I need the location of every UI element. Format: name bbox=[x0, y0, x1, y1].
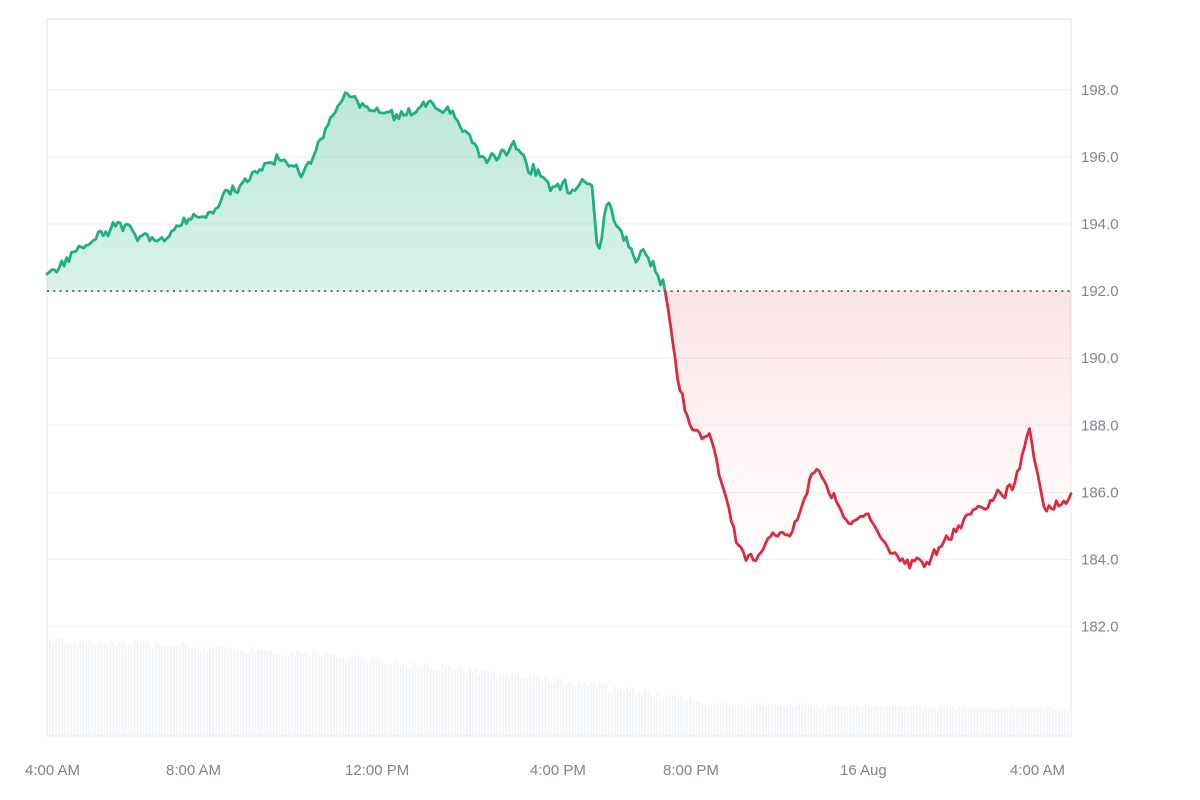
svg-text:12:00 PM: 12:00 PM bbox=[345, 762, 409, 779]
svg-text:188.0: 188.0 bbox=[1081, 417, 1119, 434]
svg-text:4:00 AM: 4:00 AM bbox=[1010, 762, 1065, 779]
svg-text:182.0: 182.0 bbox=[1081, 619, 1119, 636]
svg-text:4:00 AM: 4:00 AM bbox=[25, 762, 80, 779]
svg-text:16 Aug: 16 Aug bbox=[840, 762, 887, 779]
svg-text:186.0: 186.0 bbox=[1081, 484, 1119, 501]
svg-text:192.0: 192.0 bbox=[1081, 283, 1119, 300]
svg-text:190.0: 190.0 bbox=[1081, 350, 1119, 367]
svg-text:184.0: 184.0 bbox=[1081, 552, 1119, 569]
svg-text:8:00 PM: 8:00 PM bbox=[663, 762, 719, 779]
svg-text:8:00 AM: 8:00 AM bbox=[166, 762, 221, 779]
svg-text:196.0: 196.0 bbox=[1081, 149, 1119, 166]
svg-text:4:00 PM: 4:00 PM bbox=[530, 762, 586, 779]
svg-text:194.0: 194.0 bbox=[1081, 216, 1119, 233]
svg-text:198.0: 198.0 bbox=[1081, 82, 1119, 99]
